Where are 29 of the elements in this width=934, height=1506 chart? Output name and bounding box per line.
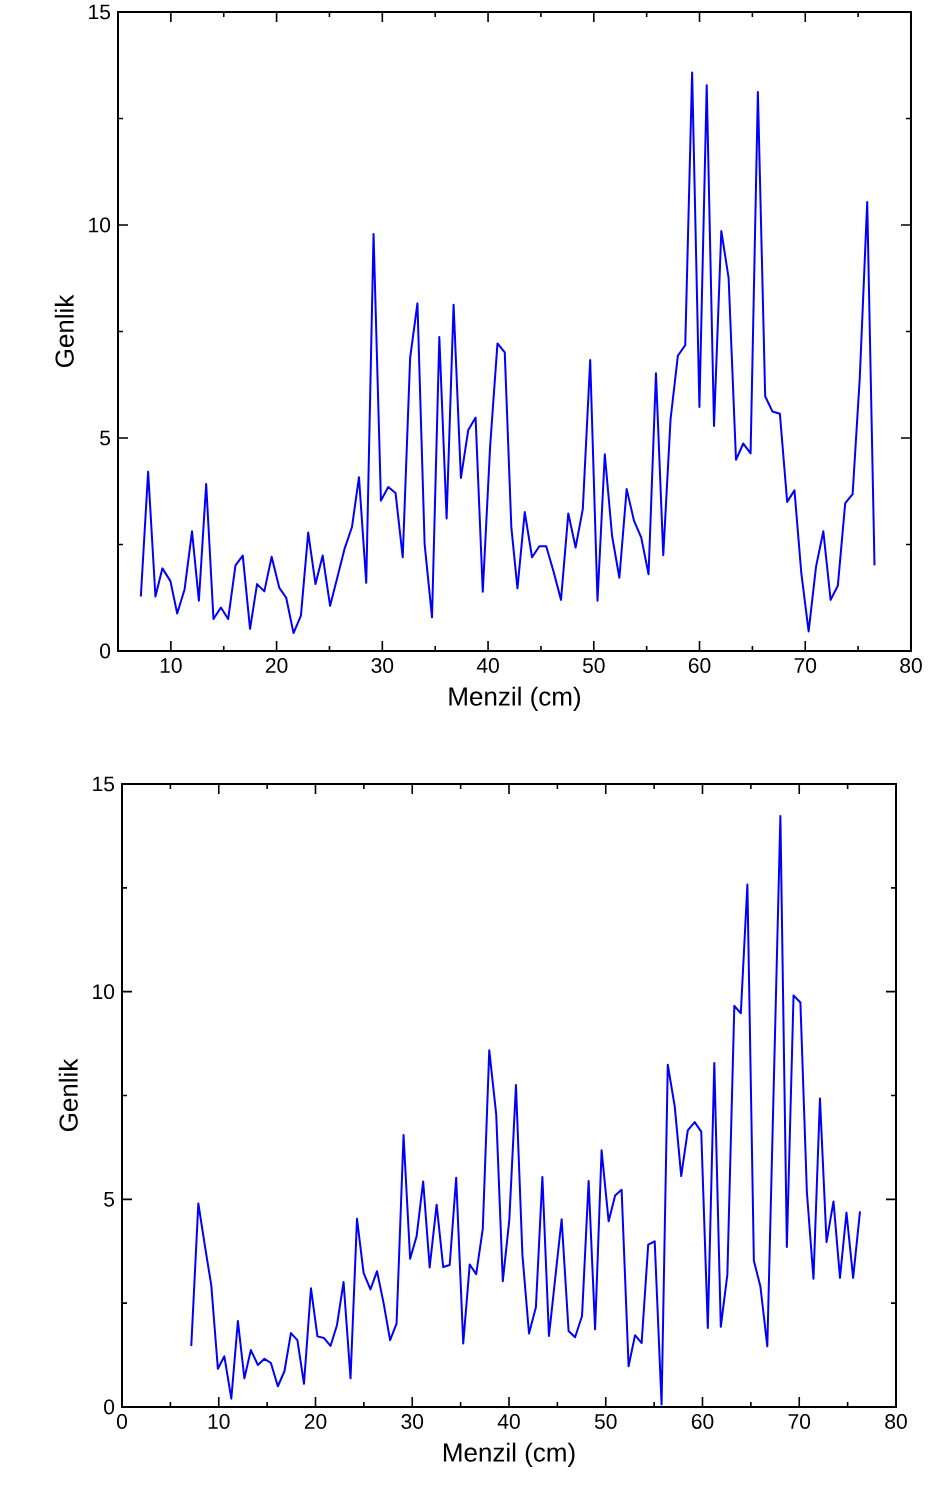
x-tick-label: 10	[160, 658, 182, 673]
x-tick-label: 40	[497, 1414, 520, 1429]
y-tick-label: 15	[89, 4, 111, 20]
y-axis-title: Genlik	[58, 1058, 78, 1132]
x-tick-label: 70	[788, 1414, 811, 1429]
x-axis-title: Menzil (cm)	[443, 1442, 575, 1467]
x-tick-label: 40	[476, 658, 499, 673]
y-tick-label: 15	[93, 776, 115, 792]
y-tick-label: 10	[89, 217, 111, 233]
y-axis-title: Genlik	[54, 294, 74, 368]
y-tick-label: 0	[100, 643, 111, 659]
y-tick-label: 10	[93, 984, 115, 1000]
x-tick-label: 20	[265, 658, 288, 673]
x-tick-label: 0	[116, 1414, 128, 1429]
y-tick-label: 0	[104, 1399, 115, 1415]
y-tick-label: 5	[100, 430, 111, 446]
x-tick-label: 50	[582, 658, 605, 673]
x-tick-label: 60	[688, 658, 711, 673]
x-tick-label: 60	[691, 1414, 714, 1429]
x-tick-label: 10	[208, 1414, 230, 1429]
x-tick-label: 70	[794, 658, 817, 673]
x-tick-label: 80	[900, 658, 922, 673]
x-tick-label: 80	[885, 1414, 907, 1429]
x-tick-label: 20	[304, 1414, 327, 1429]
y-tick-label: 5	[104, 1192, 115, 1207]
x-axis-title: Menzil (cm)	[449, 686, 581, 711]
x-tick-label: 50	[594, 1414, 617, 1429]
x-tick-label: 30	[371, 658, 394, 673]
x-tick-label: 30	[401, 1414, 424, 1429]
